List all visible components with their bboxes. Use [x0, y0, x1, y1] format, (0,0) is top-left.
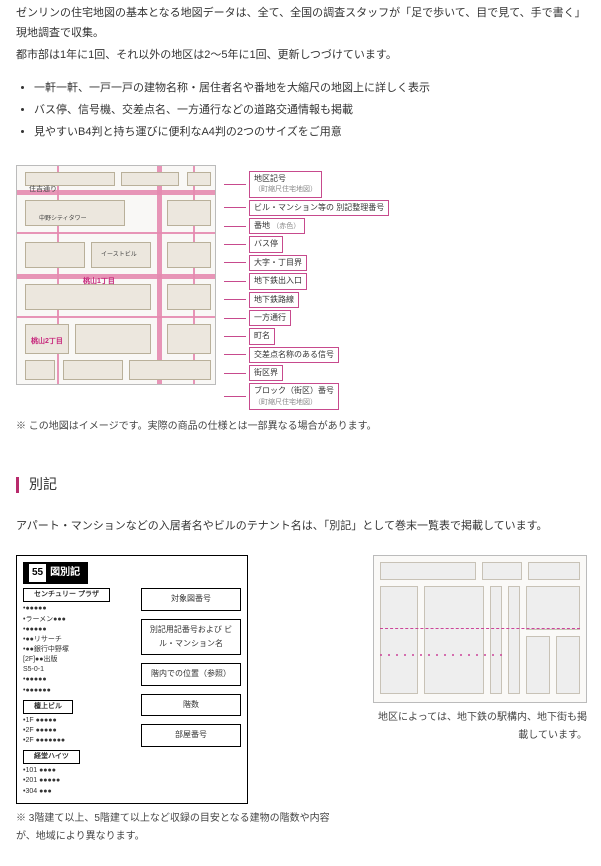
station-column: 地区によっては、地下鉄の駅構内、地下街も掲載しています。 [373, 555, 587, 745]
station-map-canvas [373, 555, 587, 703]
legend-item: バス停 [249, 236, 283, 252]
annex-header: 55 図別記 [23, 562, 88, 584]
sample-map-canvas: 住吉通り 中野シティタワー イーストビル 桃山1丁目 桃山2丁目 [16, 165, 216, 385]
legend-item: 番地 （赤色） [249, 218, 305, 234]
feature-item: バス停、信号機、交差点名、一方通行などの道路交通情報も掲載 [34, 101, 587, 121]
annex-line: •304 ●●● [23, 787, 141, 797]
map-chome-label: 桃山2丁目 [31, 338, 63, 345]
annex-line: •1F ●●●●● [23, 716, 141, 726]
legend-item: 地下鉄路線 [249, 292, 299, 308]
annex-listing: •1F ●●●●●•2F ●●●●●•2F ●●●●●●● [23, 716, 141, 746]
annex-figure-number: 55 [29, 564, 46, 582]
annex-block-title: センチュリー プラザ [23, 588, 110, 602]
annex-header-label: 図別記 [50, 564, 80, 582]
map-disclaimer: ※ この地図はイメージです。実際の商品の仕様とは一部異なる場合があります。 [16, 418, 587, 436]
map-chome-label: 桃山1丁目 [83, 278, 115, 285]
station-caption: 地区によっては、地下鉄の駅構内、地下街も掲載しています。 [373, 709, 587, 745]
map-building-label: イーストビル [101, 252, 137, 258]
annex-line: •2F ●●●●●●● [23, 736, 141, 746]
annex-line: •ラーメン●●● [23, 615, 141, 625]
annex-block-title: 檀上ビル [23, 700, 73, 714]
feature-item: 一軒一軒、一戸一戸の建物名称・居住者名や番地を大縮尺の地図上に詳しく表示 [34, 79, 587, 99]
section-header-annex: 別記 [16, 472, 587, 497]
map-building-label: 中野シティタワー [39, 216, 87, 222]
legend-item: ブロック（街区）番号（町縮尺住宅地図） [249, 383, 339, 410]
map-road-label: 住吉通り [29, 186, 57, 193]
annex-line: S5-0-1 [23, 665, 141, 675]
annex-tag: 別記用記番号および ビル・マンション名 [141, 619, 241, 656]
annex-tag: 部屋番号 [141, 724, 241, 746]
annex-line: [2F]●●出版 [23, 655, 141, 665]
legend-item: 地区記号（町縮尺住宅地図） [249, 171, 322, 198]
map-legend-column: 地区記号（町縮尺住宅地図） ビル・マンション等の 別記整理番号 番地 （赤色） … [224, 171, 389, 410]
annex-tag: 対象図番号 [141, 588, 241, 610]
intro-line-1: ゼンリンの住宅地図の基本となる地図データは、全て、全国の調査スタッフが「足で歩い… [16, 4, 587, 44]
annex-line: •201 ●●●●● [23, 776, 141, 786]
section-bar-icon [16, 477, 19, 493]
annex-block-title: 経堂ハイツ [23, 750, 80, 764]
legend-item: ビル・マンション等の 別記整理番号 [249, 200, 389, 216]
section-title: 別記 [29, 472, 57, 497]
annex-listing: •101 ●●●●•201 ●●●●●•304 ●●● [23, 766, 141, 796]
annex-line: •2F ●●●●● [23, 726, 141, 736]
annex-line: •●●●●● [23, 604, 141, 614]
annex-line: •●●●●● [23, 675, 141, 685]
annex-listing: •●●●●●•ラーメン●●●•●●●●●•●●リサーチ•●●銀行中野塚 [2F]… [23, 604, 141, 695]
legend-item: 一方通行 [249, 310, 291, 326]
annex-line: •●●リサーチ [23, 635, 141, 645]
annex-sheet: 55 図別記 センチュリー プラザ •●●●●●•ラーメン●●●•●●●●●•●… [16, 555, 248, 804]
sample-map-figure: 住吉通り 中野シティタワー イーストビル 桃山1丁目 桃山2丁目 地区記号（町縮… [16, 165, 587, 436]
annex-lead: アパート・マンションなどの入居者名やビルのテナント名は、「別記」として巻末一覧表… [16, 517, 587, 537]
intro-line-2: 都市部は1年に1回、それ以外の地区は2〜5年に1回、更新しつづけています。 [16, 46, 587, 66]
annex-line: •101 ●●●● [23, 766, 141, 776]
annex-tag: 階数 [141, 694, 241, 716]
legend-item: 町名 [249, 328, 275, 344]
annex-line: •●●●●● [23, 625, 141, 635]
legend-item: 交差点名称のある信号 [249, 347, 339, 363]
feature-list: 一軒一軒、一戸一戸の建物名称・居住者名や番地を大縮尺の地図上に詳しく表示 バス停… [20, 79, 587, 142]
feature-item: 見やすいB4判と持ち運びに便利なA4判の2つのサイズをご用意 [34, 123, 587, 143]
annex-line: •●●銀行中野塚 [23, 645, 141, 655]
annex-column: 55 図別記 センチュリー プラザ •●●●●●•ラーメン●●●•●●●●●•●… [16, 555, 339, 846]
annex-disclaimer: ※ 3階建て以上、5階建て以上など収録の目安となる建物の階数や内容が、地域により… [16, 810, 339, 846]
legend-item: 大字・丁目界 [249, 255, 307, 271]
annex-line: •●●●●●● [23, 686, 141, 696]
annex-tag: 階内での位置（参照） [141, 663, 241, 685]
legend-item: 地下鉄出入口 [249, 273, 307, 289]
legend-item: 街区界 [249, 365, 283, 381]
